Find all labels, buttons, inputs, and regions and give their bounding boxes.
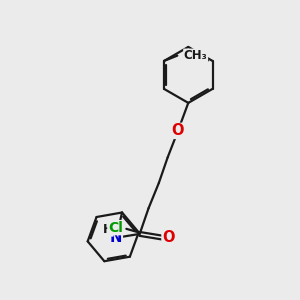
- Text: O: O: [162, 230, 175, 245]
- Text: O: O: [172, 123, 184, 138]
- Text: H: H: [103, 223, 113, 236]
- Text: CH₃: CH₃: [184, 49, 208, 62]
- Text: Cl: Cl: [108, 221, 123, 235]
- Text: N: N: [110, 230, 122, 245]
